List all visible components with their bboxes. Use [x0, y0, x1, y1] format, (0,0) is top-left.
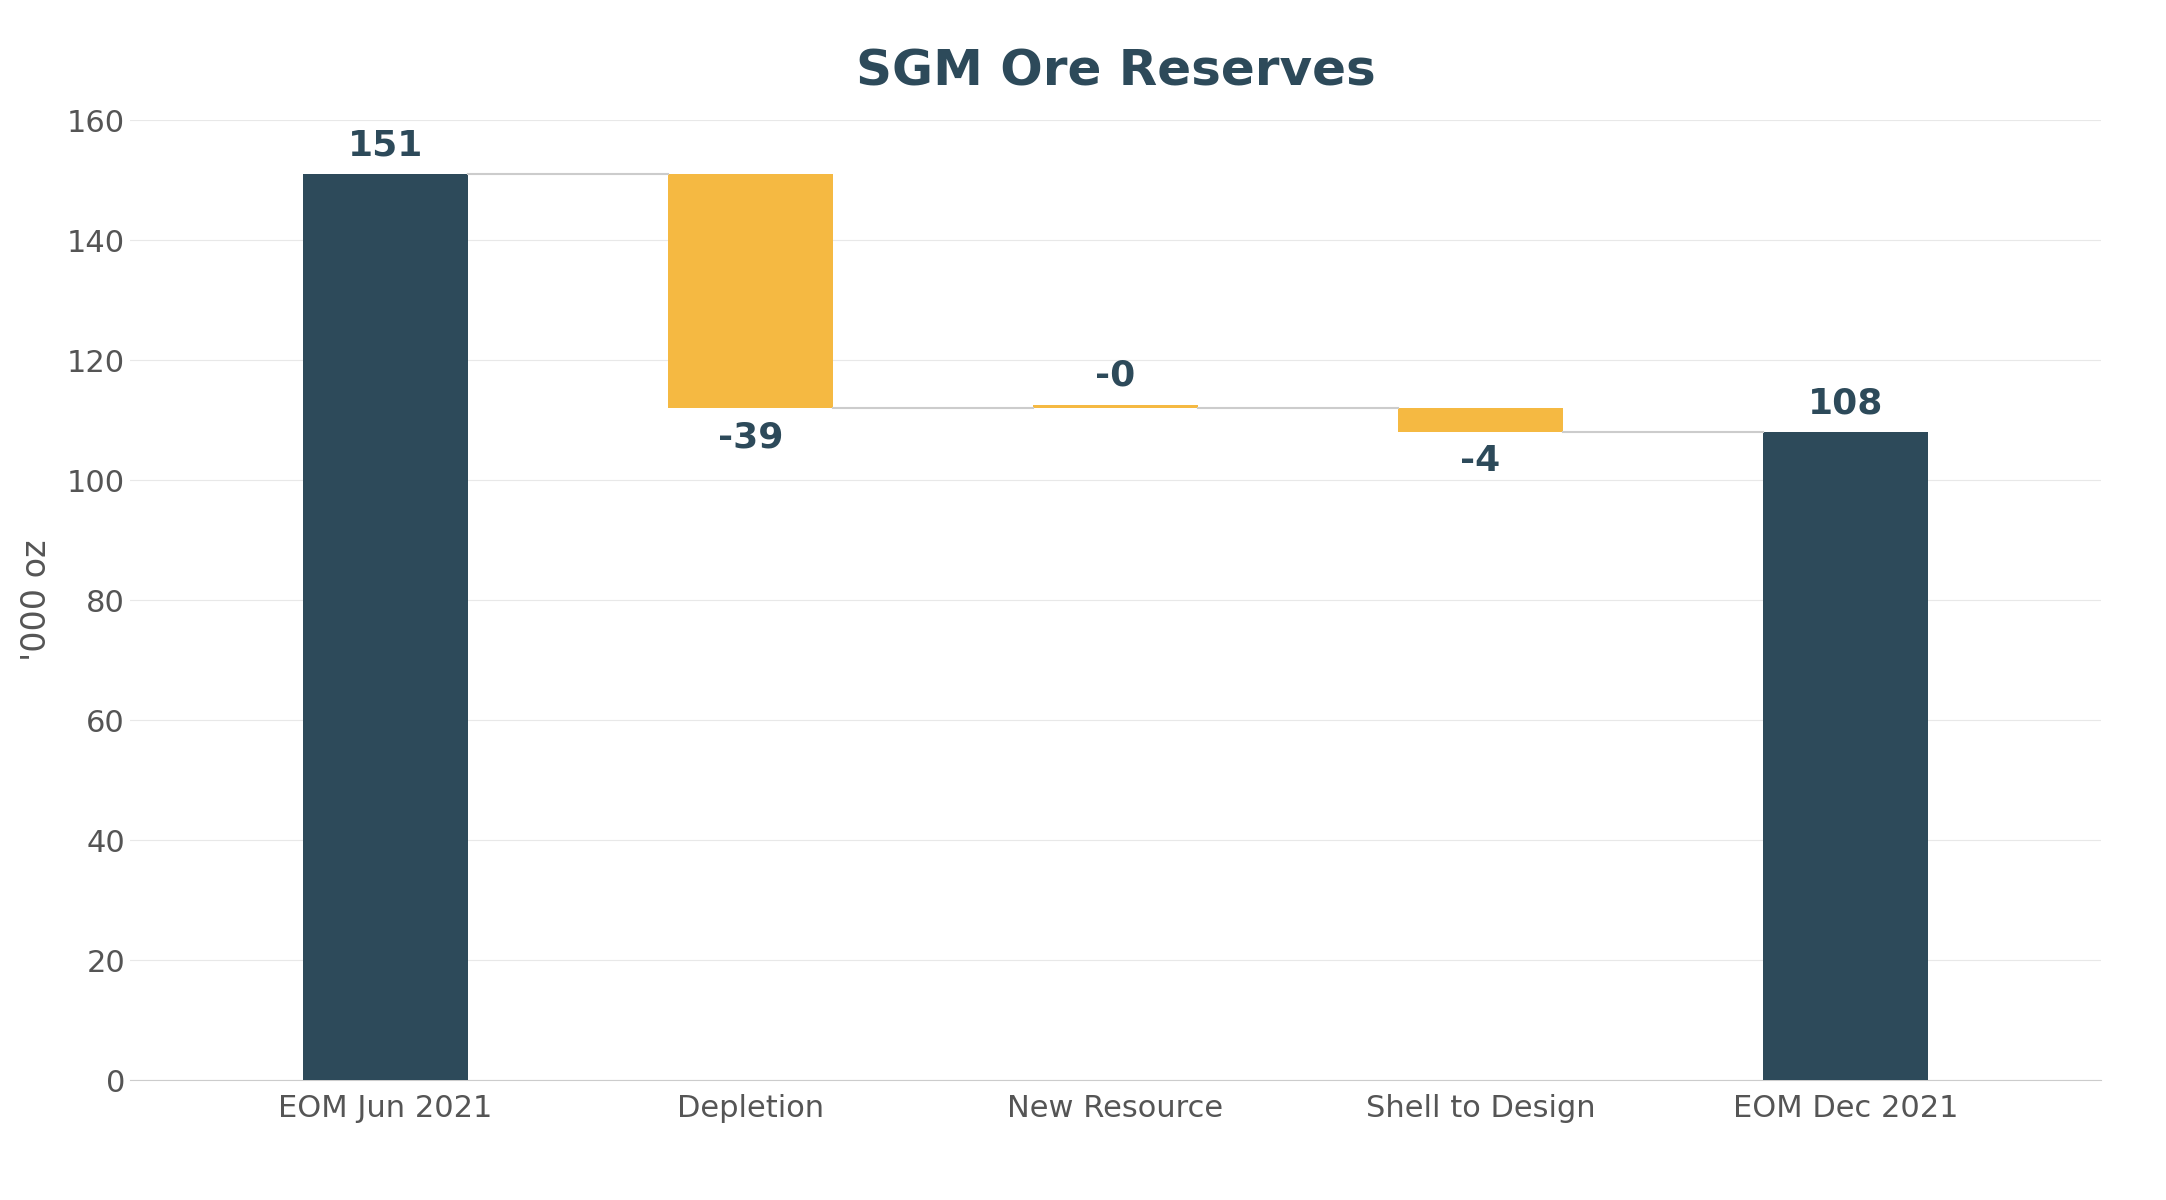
Bar	[669, 174, 832, 408]
Text: 108: 108	[1809, 386, 1882, 420]
Text: -39: -39	[717, 420, 784, 454]
Text: 151: 151	[349, 128, 422, 162]
Bar	[1399, 408, 1562, 432]
Text: -4: -4	[1460, 444, 1501, 478]
Text: -0: -0	[1096, 359, 1135, 392]
Bar	[1033, 404, 1198, 408]
Bar	[1763, 432, 1928, 1080]
Title: SGM Ore Reserves: SGM Ore Reserves	[856, 47, 1375, 95]
Bar	[303, 174, 468, 1080]
Y-axis label: '000 oz: '000 oz	[19, 539, 54, 661]
